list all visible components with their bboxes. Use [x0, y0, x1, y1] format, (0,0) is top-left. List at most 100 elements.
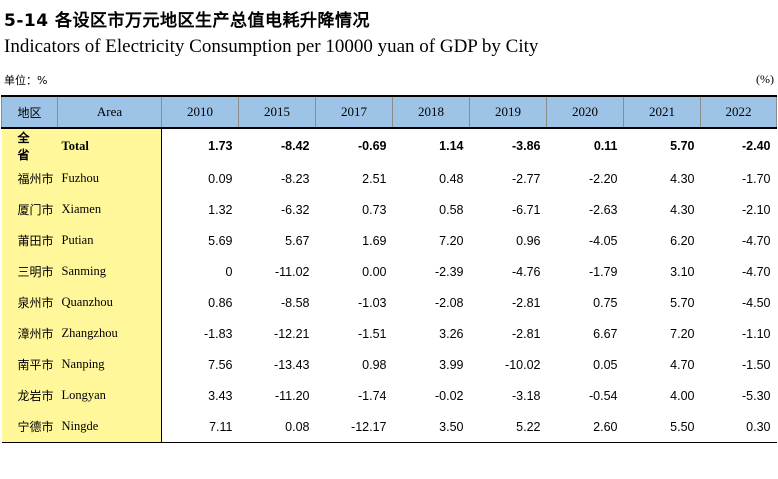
value-cell: 0.98	[362, 357, 387, 372]
value-cell: 0.05	[593, 357, 618, 372]
page-title-en: Indicators of Electricity Consumption pe…	[4, 36, 539, 57]
value-cell: -11.02	[274, 264, 310, 279]
value-cell: 6.20	[670, 233, 695, 248]
header-year: 2015	[238, 95, 316, 129]
value-cell: -2.77	[512, 171, 541, 186]
page-title-cn: 5-14 各设区市万元地区生产总值电耗升降情况	[4, 11, 370, 31]
value-cell: 7.11	[161, 411, 239, 443]
value-cell: -1.74	[358, 388, 387, 403]
value-cell: -1.51	[358, 326, 387, 341]
header-year: 2021	[623, 95, 701, 129]
value-cell: -12.21	[274, 326, 310, 341]
region-name-en: Quanzhou	[57, 287, 162, 318]
value-cell: 5.70	[670, 139, 695, 153]
value-cell: -11.20	[274, 388, 310, 403]
value-cell: -4.70	[742, 264, 771, 279]
header-area: Area	[57, 95, 162, 129]
value-cell: -4.70	[742, 233, 771, 248]
region-name-cn: 厦门市	[1, 194, 58, 225]
value-cell: 1.32	[208, 202, 233, 217]
value-cell: 0.08	[238, 411, 316, 443]
header-region-cn: 地区	[1, 95, 58, 129]
table-row: 泉州市 Quanzhou 0.86 -8.58 -1.03 -2.08 -2.81 0.75 5…	[1, 287, 777, 318]
table-row: 宁德市 Ningde 7.11 0.08 -12.17 3.50 5.22 2.60 5.50 0…	[1, 411, 777, 443]
value-cell: -2.40	[742, 139, 771, 153]
value-cell: -6.32	[281, 202, 310, 217]
value-cell: 1.69	[362, 233, 387, 248]
value-cell: 3.99	[439, 357, 464, 372]
value-cell: 5.69	[208, 233, 233, 248]
value-cell: -2.08	[435, 295, 464, 310]
value-cell: 7.56	[208, 357, 233, 372]
value-cell: -0.02	[435, 388, 464, 403]
region-name-en: Longyan	[57, 380, 162, 411]
value-cell: 0.96	[516, 233, 541, 248]
region-name-en: Xiamen	[57, 194, 162, 225]
value-cell: -6.71	[512, 202, 541, 217]
value-cell: 0	[225, 264, 233, 279]
value-cell: 5.70	[670, 295, 695, 310]
unit-right-label: (%)	[756, 72, 774, 86]
region-name-en: Fuzhou	[57, 163, 162, 194]
region-name-en: Zhangzhou	[57, 318, 162, 349]
header-year: 2017	[315, 95, 393, 129]
value-cell: -1.83	[204, 326, 233, 341]
value-cell: -4.05	[589, 233, 618, 248]
table-row: 三明市 Sanming 0 -11.02 0.00 -2.39 -4.76 -1.79 3.10…	[1, 256, 777, 287]
value-cell: 3.10	[670, 264, 695, 279]
table-row-total: 全 省 Total 1.73 -8.42 -0.69 1.14 -3.86 0.11 5.70 -…	[1, 128, 777, 163]
region-name-cn: 泉州市	[1, 287, 58, 318]
value-cell: -2.81	[512, 295, 541, 310]
value-cell: 4.70	[670, 357, 695, 372]
value-cell: -5.30	[742, 388, 771, 403]
value-cell: 5.22	[469, 411, 547, 443]
value-cell: 3.43	[208, 388, 233, 403]
value-cell: -0.54	[589, 388, 618, 403]
value-cell: 0.09	[208, 171, 233, 186]
value-cell: 2.51	[362, 171, 387, 186]
table-row: 莆田市 Putian 5.69 5.67 1.69 7.20 0.96 -4.05 6.20 -4…	[1, 225, 777, 256]
region-name-cn: 漳州市	[1, 318, 58, 349]
value-cell: 0.58	[439, 202, 464, 217]
header-year: 2020	[546, 95, 624, 129]
value-cell: -10.02	[505, 357, 541, 372]
value-cell: -12.17	[315, 411, 393, 443]
value-cell: -4.76	[512, 264, 541, 279]
value-cell: 0.48	[439, 171, 464, 186]
value-cell: -0.69	[358, 139, 387, 153]
value-cell: -4.50	[742, 295, 771, 310]
value-cell: 4.00	[670, 388, 695, 403]
value-cell: -2.10	[742, 202, 771, 217]
table-row: 龙岩市 Longyan 3.43 -11.20 -1.74 -0.02 -3.18 -0.54…	[1, 380, 777, 411]
table-row: 福州市 Fuzhou 0.09 -8.23 2.51 0.48 -2.77 -2.20 4.30…	[1, 163, 777, 194]
header-year: 2018	[392, 95, 470, 129]
region-name-cn: 三明市	[1, 256, 58, 287]
value-cell: 6.67	[593, 326, 618, 341]
value-cell: -8.42	[281, 139, 310, 153]
table-row: 漳州市 Zhangzhou -1.83 -12.21 -1.51 3.26 -2.81 6.6…	[1, 318, 777, 349]
value-cell: -3.18	[512, 388, 541, 403]
region-name-cn: 全 省	[1, 128, 58, 163]
header-year: 2019	[469, 95, 547, 129]
value-cell: 1.73	[208, 139, 233, 153]
region-name-cn: 莆田市	[1, 225, 58, 256]
region-name-cn: 福州市	[1, 163, 58, 194]
value-cell: 0.73	[362, 202, 387, 217]
table-row: 南平市 Nanping 7.56 -13.43 0.98 3.99 -10.02 0.05 4.…	[1, 349, 777, 380]
value-cell: -2.81	[512, 326, 541, 341]
value-cell: -1.70	[742, 171, 771, 186]
header-year: 2022	[700, 95, 777, 129]
value-cell: -8.23	[281, 171, 310, 186]
value-cell: 3.26	[439, 326, 464, 341]
value-cell: 0.00	[362, 264, 387, 279]
value-cell: -13.43	[274, 357, 310, 372]
table-body: 全 省 Total 1.73 -8.42 -0.69 1.14 -3.86 0.11 5.70 -…	[1, 128, 777, 443]
value-cell: 2.60	[546, 411, 624, 443]
value-cell: -2.20	[589, 171, 618, 186]
value-cell: -1.03	[358, 295, 387, 310]
unit-label: 单位：%	[4, 74, 48, 87]
value-cell: 5.50	[623, 411, 701, 443]
value-cell: -1.50	[742, 357, 771, 372]
region-name-cn: 龙岩市	[1, 380, 58, 411]
value-cell: -1.79	[589, 264, 618, 279]
